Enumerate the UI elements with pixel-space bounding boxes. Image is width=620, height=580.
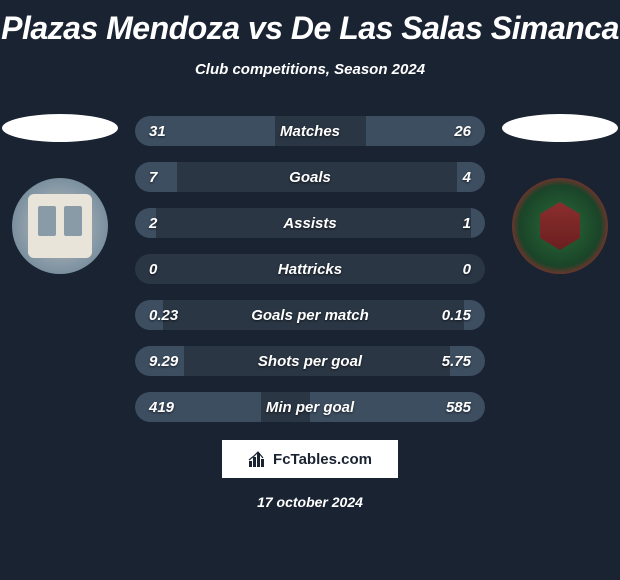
site-logo-text: FcTables.com	[273, 451, 372, 468]
club-badge-right-inner	[540, 202, 580, 250]
stat-label: Matches	[280, 123, 340, 140]
subtitle: Club competitions, Season 2024	[0, 61, 620, 78]
stat-value-left: 2	[149, 215, 157, 232]
stat-label: Goals	[289, 169, 331, 186]
stat-row: 2 Assists 1	[135, 208, 485, 238]
player-ellipse-right	[502, 114, 618, 142]
stat-value-left: 31	[149, 123, 166, 140]
stat-value-right: 0	[463, 261, 471, 278]
stat-label: Assists	[283, 215, 336, 232]
stat-row: 0.23 Goals per match 0.15	[135, 300, 485, 330]
stat-value-right: 5.75	[442, 353, 471, 370]
stat-value-left: 9.29	[149, 353, 178, 370]
stat-value-right: 585	[446, 399, 471, 416]
stat-value-left: 0.23	[149, 307, 178, 324]
stat-row: 0 Hattricks 0	[135, 254, 485, 284]
page-title: Plazas Mendoza vs De Las Salas Simanca	[0, 0, 620, 47]
stat-value-left: 0	[149, 261, 157, 278]
chart-bars-icon	[248, 450, 268, 468]
stat-fill-right	[471, 208, 485, 238]
stat-label: Min per goal	[266, 399, 354, 416]
comparison-panel: 31 Matches 26 7 Goals 4 2 Assists 1 0 Hattricks 0 0.…	[0, 116, 620, 422]
stat-label: Shots per goal	[258, 353, 362, 370]
stat-value-left: 419	[149, 399, 174, 416]
stats-list: 31 Matches 26 7 Goals 4 2 Assists 1 0 Hattricks 0 0.…	[135, 116, 485, 422]
stat-row: 9.29 Shots per goal 5.75	[135, 346, 485, 376]
stat-row: 419 Min per goal 585	[135, 392, 485, 422]
site-logo: FcTables.com	[222, 440, 398, 478]
club-badge-left	[12, 178, 108, 274]
stat-row: 31 Matches 26	[135, 116, 485, 146]
stat-value-right: 26	[454, 123, 471, 140]
player-ellipse-left	[2, 114, 118, 142]
stat-fill-right	[457, 162, 485, 192]
stat-value-right: 4	[463, 169, 471, 186]
stat-label: Goals per match	[251, 307, 369, 324]
stat-label: Hattricks	[278, 261, 342, 278]
stat-value-right: 0.15	[442, 307, 471, 324]
club-badge-right	[512, 178, 608, 274]
stat-value-left: 7	[149, 169, 157, 186]
stat-row: 7 Goals 4	[135, 162, 485, 192]
stat-value-right: 1	[463, 215, 471, 232]
date-label: 17 october 2024	[0, 494, 620, 510]
club-badge-left-inner	[28, 194, 92, 258]
